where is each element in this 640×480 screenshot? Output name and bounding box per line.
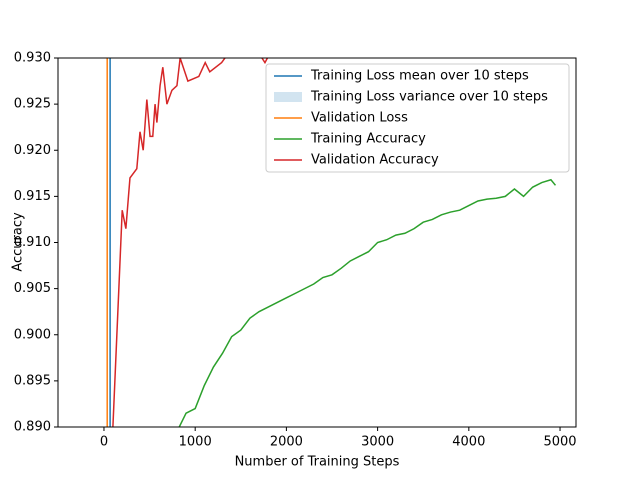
legend-box: [265, 63, 570, 173]
legend-swatch: [274, 92, 302, 102]
x-tick-label: 2000: [270, 435, 303, 450]
y-tick-label: 0.920: [14, 143, 51, 158]
x-tick-label: 5000: [543, 435, 576, 450]
legend-label: Training Loss variance over 10 steps: [310, 90, 548, 105]
x-axis-label: Number of Training Steps: [235, 455, 400, 470]
y-tick-label: 0.925: [14, 97, 51, 112]
series-line: [178, 178, 557, 427]
x-tick-label: 1000: [179, 435, 212, 450]
y-axis-label: Accuracy: [11, 212, 26, 272]
series-line: [112, 58, 269, 427]
y-tick-label: 0.895: [14, 373, 51, 388]
legend-label: Training Accuracy: [310, 132, 426, 147]
y-tick-label: 0.910: [14, 235, 51, 250]
x-tick-label: 0: [100, 435, 108, 450]
legend-label: Validation Accuracy: [311, 153, 439, 168]
legend-label: Training Loss mean over 10 steps: [310, 69, 529, 84]
legend-label: Validation Loss: [311, 111, 408, 126]
y-tick-label: 0.905: [14, 281, 51, 296]
y-tick-label: 0.900: [14, 327, 51, 342]
x-tick-label: 4000: [452, 435, 485, 450]
y-tick-label: 0.890: [14, 420, 51, 435]
y-tick-label: 0.930: [14, 51, 51, 66]
y-tick-label: 0.915: [14, 189, 51, 204]
x-tick-label: 3000: [361, 435, 394, 450]
